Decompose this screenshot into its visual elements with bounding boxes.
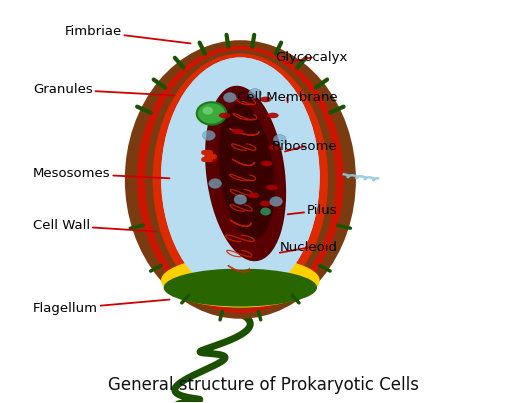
Circle shape bbox=[203, 107, 213, 114]
Circle shape bbox=[197, 102, 226, 125]
Ellipse shape bbox=[248, 193, 259, 198]
Ellipse shape bbox=[161, 57, 319, 297]
Ellipse shape bbox=[206, 157, 217, 162]
Circle shape bbox=[223, 93, 236, 102]
Circle shape bbox=[234, 195, 247, 204]
Ellipse shape bbox=[219, 104, 275, 239]
Text: Pilus: Pilus bbox=[288, 204, 337, 217]
Text: Mesosomes: Mesosomes bbox=[33, 167, 169, 180]
Ellipse shape bbox=[232, 129, 243, 134]
Ellipse shape bbox=[163, 256, 318, 307]
Ellipse shape bbox=[266, 185, 278, 190]
Ellipse shape bbox=[145, 50, 335, 309]
Ellipse shape bbox=[260, 201, 271, 206]
Ellipse shape bbox=[219, 113, 230, 118]
Ellipse shape bbox=[260, 97, 271, 102]
Text: Nucleoid: Nucleoid bbox=[279, 241, 337, 254]
Text: Fimbriae: Fimbriae bbox=[64, 25, 191, 44]
Circle shape bbox=[260, 208, 271, 216]
Ellipse shape bbox=[164, 268, 317, 307]
Ellipse shape bbox=[162, 81, 319, 270]
Text: Cell Wall: Cell Wall bbox=[33, 219, 156, 232]
Text: Glycocalyx: Glycocalyx bbox=[276, 51, 348, 64]
Ellipse shape bbox=[261, 161, 272, 166]
Ellipse shape bbox=[269, 145, 280, 150]
Ellipse shape bbox=[125, 40, 356, 319]
Circle shape bbox=[203, 131, 215, 140]
Text: Cell Membrane: Cell Membrane bbox=[237, 91, 337, 104]
Text: Granules: Granules bbox=[33, 83, 175, 96]
Text: Flagellum: Flagellum bbox=[33, 299, 169, 315]
Text: General structure of Prokaryotic Cells: General structure of Prokaryotic Cells bbox=[108, 376, 420, 394]
Circle shape bbox=[274, 135, 286, 144]
Ellipse shape bbox=[161, 57, 319, 297]
Ellipse shape bbox=[137, 46, 344, 313]
Ellipse shape bbox=[267, 113, 279, 118]
Circle shape bbox=[209, 179, 221, 188]
Ellipse shape bbox=[205, 86, 286, 261]
Ellipse shape bbox=[153, 54, 328, 305]
Circle shape bbox=[249, 89, 261, 98]
Ellipse shape bbox=[161, 256, 319, 304]
Text: Ribosome: Ribosome bbox=[272, 140, 337, 153]
Circle shape bbox=[270, 197, 282, 206]
